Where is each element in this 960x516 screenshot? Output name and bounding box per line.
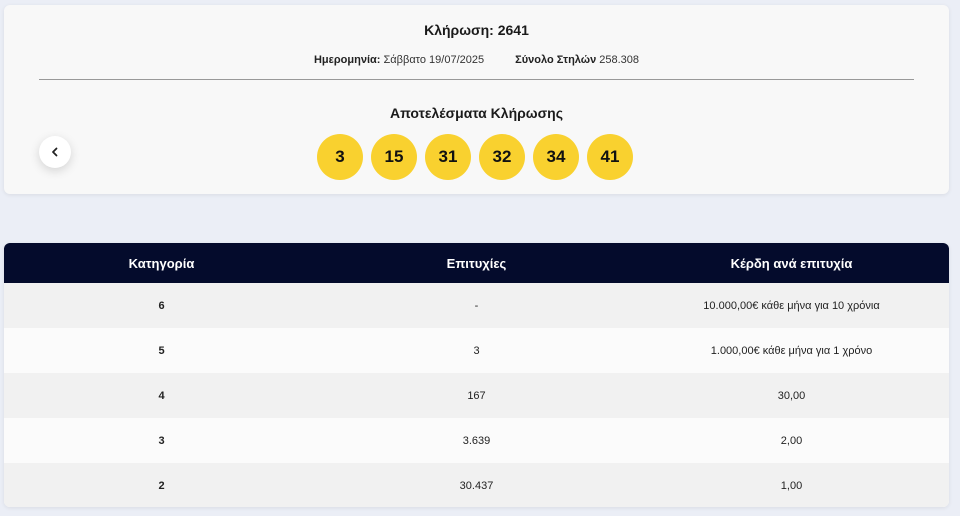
header-category: Κατηγορία — [128, 255, 195, 271]
draw-columns-value: 258.308 — [599, 54, 640, 66]
results-title: Αποτελέσματα Κλήρωσης — [389, 105, 564, 121]
number-ball: 41 — [587, 134, 633, 180]
table-row: 2 30.437 1,00 — [4, 463, 949, 507]
header-prize: Κέρδη ανά επιτυχία — [730, 255, 853, 271]
draw-columns: Σύνολο Στηλών 258.308 — [515, 54, 639, 66]
cell-category: 5 — [158, 344, 165, 357]
divider — [39, 79, 914, 80]
draw-meta: Ημερομηνία: Σάββατο 19/07/2025 Σύνολο Στ… — [4, 54, 949, 66]
chevron-left-icon — [52, 147, 58, 157]
number-ball: 34 — [533, 134, 579, 180]
draw-date-label: Ημερομηνία: — [313, 54, 381, 66]
cell-winners: 30.437 — [459, 479, 494, 492]
cell-category: 2 — [158, 479, 165, 492]
table-header: Κατηγορία Επιτυχίες Κέρδη ανά επιτυχία — [4, 243, 949, 283]
cell-category: 3 — [158, 434, 165, 447]
draw-date-value: Σάββατο 19/07/2025 — [383, 54, 485, 66]
number-ball: 15 — [371, 134, 417, 180]
draw-date: Ημερομηνία: Σάββατο 19/07/2025 — [314, 54, 484, 66]
cell-winners: 3.639 — [462, 434, 491, 447]
draw-columns-label: Σύνολο Στηλών — [515, 54, 597, 66]
table-row: 3 3.639 2,00 — [4, 418, 949, 463]
cell-winners: - — [474, 299, 479, 312]
draw-card: Κλήρωση: 2641 Ημερομηνία: Σάββατο 19/07/… — [4, 5, 949, 194]
cell-prize: 30,00 — [777, 389, 806, 402]
table-row: 4 167 30,00 — [4, 373, 949, 418]
draw-title: Κλήρωση: 2641 — [424, 22, 529, 38]
cell-category: 4 — [158, 389, 165, 402]
header-winners: Επιτυχίες — [446, 255, 507, 271]
cell-prize: 1.000,00€ κάθε μήνα για 1 χρόνο — [710, 344, 873, 357]
table-row: 6 - 10.000,00€ κάθε μήνα για 10 χρόνια — [4, 283, 949, 328]
table-row: 5 3 1.000,00€ κάθε μήνα για 1 χρόνο — [4, 328, 949, 373]
cell-prize: 1,00 — [780, 479, 803, 492]
prize-table: Κατηγορία Επιτυχίες Κέρδη ανά επιτυχία 6… — [4, 243, 949, 507]
table-body: 6 - 10.000,00€ κάθε μήνα για 10 χρόνια 5… — [4, 283, 949, 507]
winning-numbers: 3 15 31 32 34 41 — [317, 134, 633, 180]
cell-prize: 2,00 — [780, 434, 803, 447]
number-ball: 31 — [425, 134, 471, 180]
cell-winners: 3 — [473, 344, 480, 357]
number-ball: 32 — [479, 134, 525, 180]
number-ball: 3 — [317, 134, 363, 180]
cell-prize: 10.000,00€ κάθε μήνα για 10 χρόνια — [703, 299, 880, 312]
cell-category: 6 — [158, 299, 165, 312]
cell-winners: 167 — [467, 389, 486, 402]
previous-draw-button[interactable] — [39, 136, 71, 168]
